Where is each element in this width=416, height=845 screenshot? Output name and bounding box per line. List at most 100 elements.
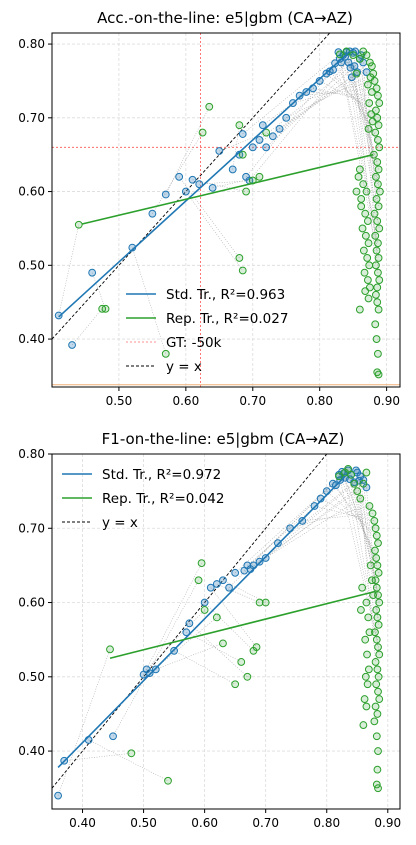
accuracy-axis-ticks: 0.50 0.60 0.70 0.80 0.90 0.40 0.50 0.60 0.70 0.80	[18, 37, 400, 408]
y-tick-label: 0.50	[18, 670, 45, 684]
rep-point	[243, 672, 252, 681]
rep-point	[357, 606, 365, 614]
std-point	[219, 576, 227, 585]
rep-point	[355, 54, 364, 63]
pair-link	[259, 58, 361, 141]
x-tick-label: 0.70	[239, 394, 266, 408]
rep-point	[242, 187, 250, 196]
x-tick-label: 0.60	[191, 816, 218, 830]
rep-point	[372, 531, 381, 540]
rep-point	[374, 180, 382, 189]
rep-point	[164, 776, 172, 785]
pair-link	[346, 52, 378, 163]
legend-label: Std. Tr., R²=0.972	[102, 467, 221, 483]
rep-point	[106, 645, 114, 654]
rep-point	[127, 749, 136, 758]
rep-point	[356, 494, 365, 503]
pair-link	[299, 88, 377, 96]
f1-points	[54, 464, 384, 800]
std-point	[109, 732, 117, 741]
pair-link	[356, 472, 380, 603]
pair-link	[210, 587, 257, 648]
rep-point	[374, 239, 382, 248]
rep-point	[372, 290, 380, 299]
rep-point	[371, 524, 380, 533]
rep-point	[373, 561, 382, 570]
rep-point	[235, 121, 244, 130]
rep-point	[372, 172, 380, 181]
rep-point	[363, 80, 372, 89]
rep-point	[262, 128, 271, 137]
std-point	[175, 172, 184, 181]
x-tick-label: 0.90	[374, 816, 401, 830]
rep-point	[238, 150, 247, 159]
rep-point	[372, 583, 381, 592]
rep-point	[198, 128, 207, 137]
std-point	[215, 147, 224, 155]
pair-link	[306, 91, 378, 96]
accuracy-grid	[52, 33, 400, 387]
pair-link	[350, 67, 377, 177]
rep-point	[344, 464, 353, 473]
pair-link	[185, 191, 243, 271]
x-tick-label: 0.80	[306, 394, 333, 408]
rep-point	[372, 246, 381, 255]
rep-point	[362, 51, 371, 60]
rep-point	[355, 305, 364, 314]
rep-point	[374, 268, 382, 277]
rep-point	[368, 576, 376, 585]
rep-point	[365, 502, 374, 510]
pair-link	[173, 650, 236, 685]
y-tick-label: 0.70	[18, 521, 45, 535]
rep-point	[358, 224, 367, 233]
std-point	[248, 143, 257, 152]
rep-point	[359, 246, 368, 255]
pair-link	[259, 498, 361, 562]
rep-point	[238, 266, 247, 275]
pair-link	[320, 498, 376, 529]
rep-point	[359, 721, 368, 729]
std-point	[145, 669, 154, 677]
rep-point	[371, 658, 380, 666]
rep-point	[364, 665, 373, 674]
pair-link	[216, 583, 260, 603]
y-tick-label: 0.50	[18, 258, 45, 272]
std-point	[206, 583, 215, 592]
rep-point	[350, 479, 359, 488]
rep-point	[374, 254, 383, 262]
x-tick-label: 0.60	[172, 394, 199, 408]
rep-point	[374, 305, 383, 314]
pair-link	[326, 490, 377, 536]
rep-point	[373, 613, 382, 622]
pair-link	[265, 483, 364, 559]
rep-point	[371, 628, 379, 637]
pair-link	[343, 473, 378, 640]
std-point	[88, 268, 97, 277]
rep-point	[335, 472, 343, 481]
accuracy-chart-title: Acc.-on-the-line: e5|gbm (CA→AZ)	[97, 9, 353, 27]
rep-point	[357, 202, 366, 211]
rep-point	[367, 88, 376, 96]
rep-point	[261, 598, 270, 607]
std-point	[185, 619, 194, 628]
pair-link	[354, 66, 377, 266]
accuracy-axes-frame	[51, 32, 401, 388]
y-tick-label: 0.80	[18, 447, 45, 461]
rep-point	[255, 172, 264, 181]
rep-point	[373, 298, 382, 307]
pair-link	[189, 623, 248, 678]
rep-point	[374, 643, 382, 651]
pair-link	[242, 54, 340, 135]
rep-point	[361, 287, 370, 296]
rep-point	[255, 598, 264, 607]
rep-point	[364, 124, 373, 133]
rep-point	[370, 717, 379, 726]
rep-point	[197, 559, 206, 568]
legend-label: Std. Tr., R²=0.963	[166, 287, 285, 303]
std-point	[195, 180, 204, 189]
rep-point	[362, 468, 371, 477]
legend-label: y = x	[102, 515, 138, 531]
std-point	[182, 628, 191, 637]
pair-link	[132, 247, 167, 354]
